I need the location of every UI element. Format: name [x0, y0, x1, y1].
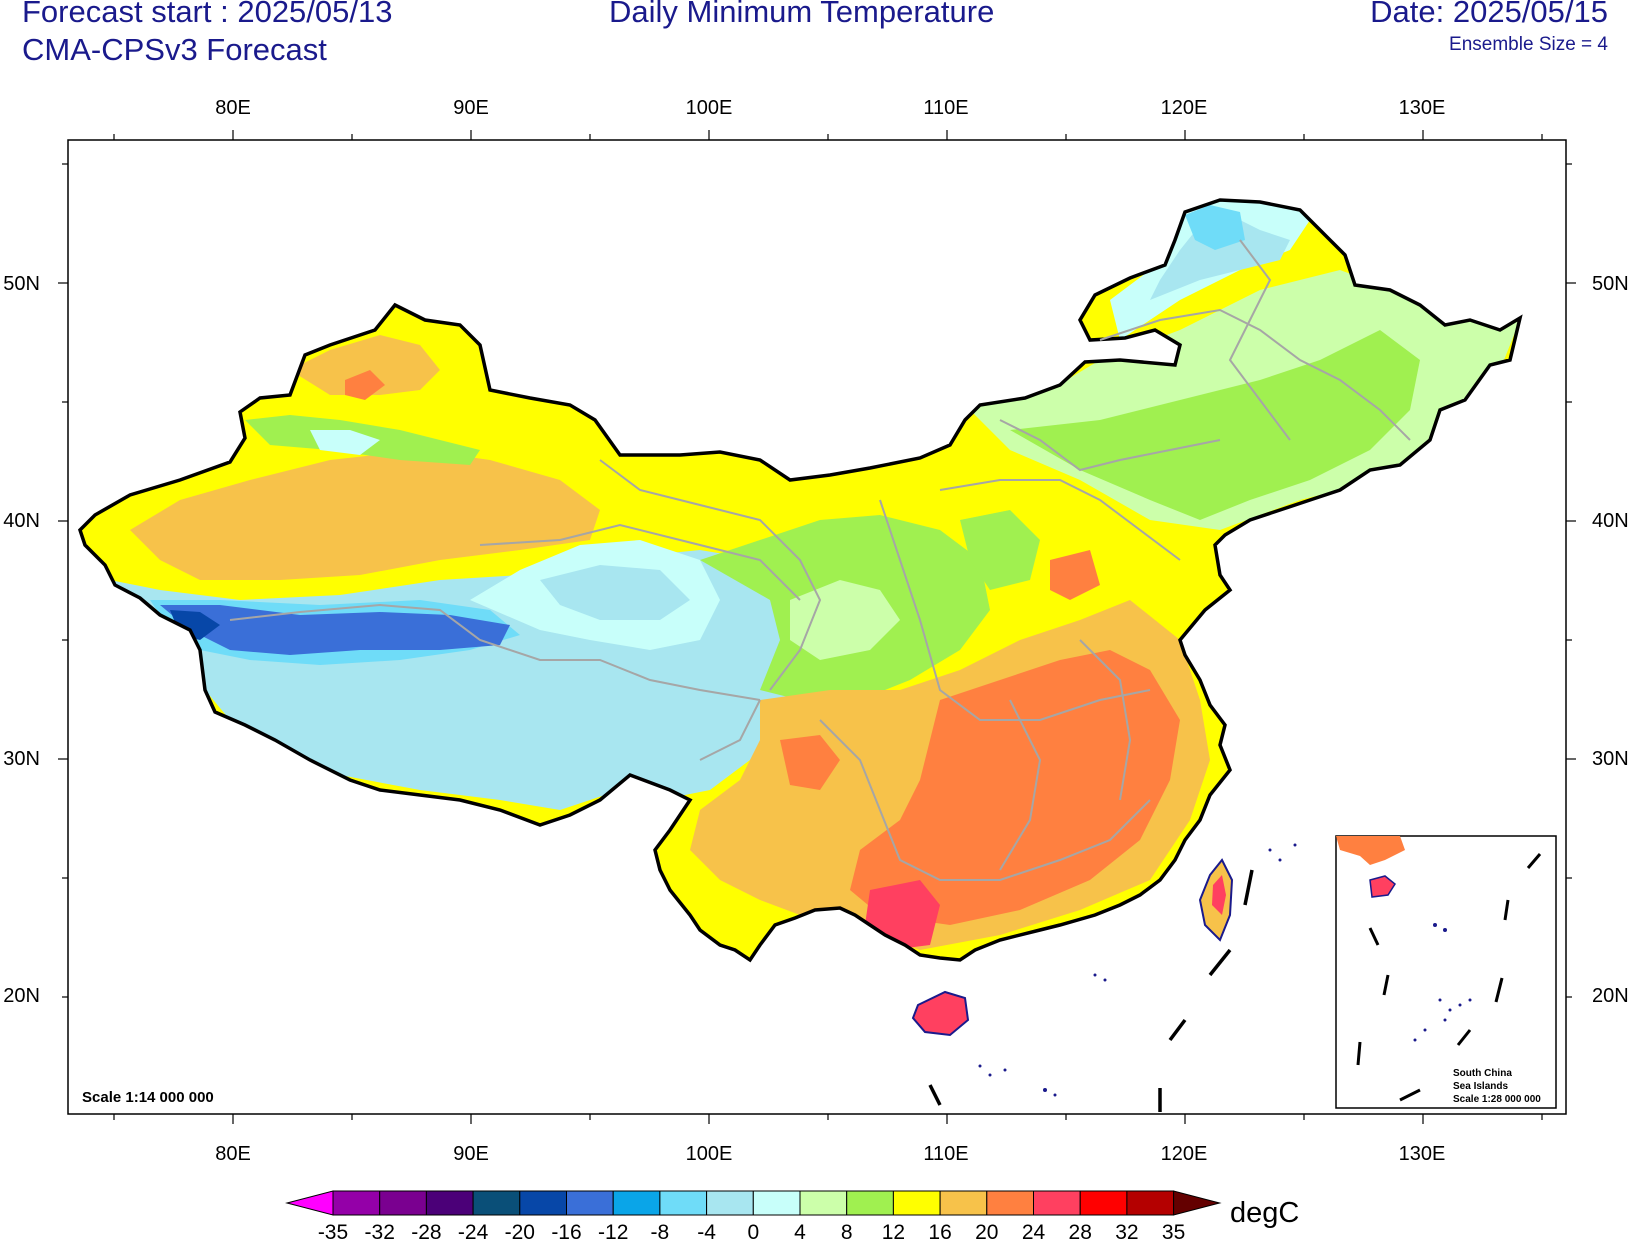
inset-label-line2: Sea Islands [1453, 1081, 1508, 1092]
lon-label-bottom: 130E [1399, 1143, 1446, 1165]
nine-dash-line [928, 869, 1254, 1112]
lat-label-left: 50N [3, 273, 40, 295]
colorbar-tick-label: -32 [365, 1221, 395, 1241]
colorbar-tick-label: -20 [505, 1221, 535, 1241]
lon-label-bottom: 120E [1161, 1143, 1208, 1165]
lon-label-bottom: 90E [453, 1143, 489, 1165]
scale-label: Scale 1:14 000 000 [82, 1089, 214, 1106]
colorbar-tick-label: 12 [882, 1221, 905, 1241]
colorbar-swatch [706, 1190, 754, 1216]
small-islands [978, 843, 1297, 1097]
colorbar-swatch [425, 1190, 474, 1216]
lat-label-left: 40N [3, 510, 40, 532]
south-china-sea-inset: South China Sea Islands Scale 1:28 000 0… [1335, 835, 1557, 1109]
colorbar-swatch [1126, 1190, 1175, 1216]
colorbar-tick-label: -12 [598, 1221, 628, 1241]
lon-label-top: 110E [923, 97, 968, 119]
lon-label-top: 100E [686, 97, 733, 119]
colorbar-swatch [566, 1190, 614, 1216]
colorbar-tick-label: 24 [1022, 1221, 1046, 1241]
colorbar-swatch [1079, 1190, 1128, 1216]
lat-label-left: 30N [3, 748, 40, 770]
inset-label-line1: South China [1453, 1068, 1512, 1079]
colorbar-tick-label: 16 [928, 1221, 951, 1241]
colorbar-tick-label: -24 [458, 1221, 489, 1241]
lon-label-bottom: 110E [923, 1143, 968, 1165]
taiwan-warm-core [1212, 875, 1226, 915]
colorbar-swatch [892, 1190, 941, 1216]
colorbar-tick-label: 4 [794, 1221, 806, 1241]
colorbar-swatch [519, 1190, 567, 1216]
colorbar-swatch [1033, 1190, 1081, 1216]
colorbar-tick-label: -4 [697, 1221, 716, 1241]
colorbar-swatch [659, 1190, 708, 1216]
colorbar-swatch [752, 1190, 801, 1216]
colorbar-swatch [799, 1190, 848, 1216]
lon-label-bottom: 80E [215, 1143, 251, 1165]
lat-label-left: 20N [3, 985, 40, 1007]
hainan-island [911, 990, 970, 1037]
colorbar: -35 -32 -28 -24 -20 -16 -12 -8 -4 0 4 8 12 16 20 24 28 32… [285, 1190, 1222, 1241]
map-title: Daily Minimum Temperature [609, 0, 995, 29]
colorbar-tick-label: 8 [841, 1221, 853, 1241]
colorbar-swatch [612, 1190, 661, 1216]
colorbar-unit: degC [1230, 1197, 1299, 1229]
colorbar-swatch [472, 1190, 521, 1216]
colorbar-swatch [846, 1190, 894, 1216]
colorbar-tick-label: 20 [975, 1221, 998, 1241]
forecast-date-label: Date: 2025/05/15 [1370, 0, 1608, 29]
colorbar-swatch [379, 1190, 427, 1216]
lat-label-right: 30N [1592, 748, 1629, 770]
lat-label-right: 20N [1592, 985, 1629, 1007]
lon-label-top: 80E [215, 97, 251, 119]
colorbar-tick-label: -35 [318, 1221, 348, 1241]
colorbar-low-arrow [285, 1190, 334, 1216]
colorbar-swatch [939, 1190, 988, 1216]
colorbar-tick-label: -8 [651, 1221, 670, 1241]
province-boundaries [229, 239, 1411, 881]
lon-label-top: 120E [1161, 97, 1208, 119]
lon-label-bottom: 100E [686, 1143, 733, 1165]
model-label: CMA-CPSv3 Forecast [22, 32, 327, 67]
colorbar-tick-label: 0 [747, 1221, 759, 1241]
forecast-start-label: Forecast start : 2025/05/13 [22, 0, 393, 29]
colorbar-tick-label: 35 [1162, 1221, 1185, 1241]
colorbar-swatch [986, 1190, 1034, 1216]
colorbar-tick-label: -28 [411, 1221, 441, 1241]
lat-label-right: 50N [1592, 273, 1629, 295]
lat-label-right: 40N [1592, 510, 1629, 532]
ensemble-size-label: Ensemble Size = 4 [1449, 34, 1608, 55]
colorbar-tick-label: 28 [1069, 1221, 1092, 1241]
colorbar-tick-label: 32 [1115, 1221, 1138, 1241]
axis-ticks: 80E 80E 90E 90E 100E 100E 110E 110E 120E 120E 130E… [3, 97, 1628, 1165]
colorbar-high-arrow [1173, 1190, 1222, 1216]
inset-label-line3: Scale 1:28 000 000 [1453, 1094, 1541, 1105]
colorbar-tick-label: -16 [551, 1221, 581, 1241]
colorbar-swatch [332, 1190, 381, 1216]
lon-label-top: 130E [1399, 97, 1446, 119]
lon-label-top: 90E [453, 97, 489, 119]
